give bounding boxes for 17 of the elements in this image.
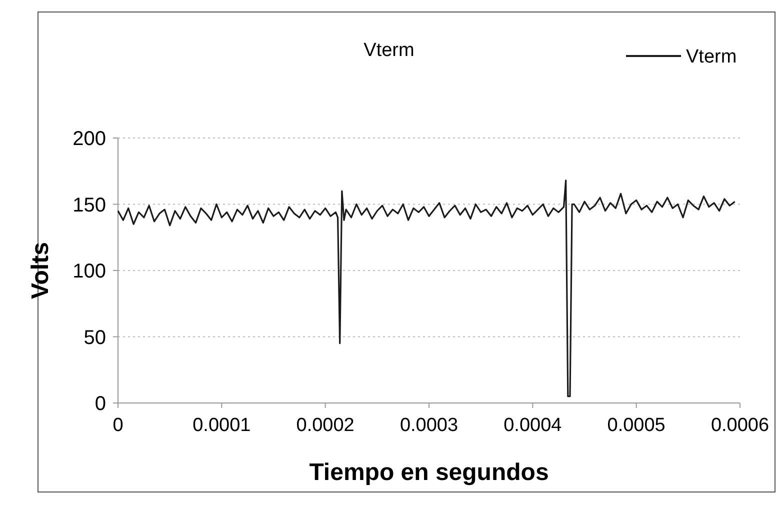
x-tick-label: 0.0006 bbox=[710, 415, 770, 436]
y-axis-title: Volts bbox=[27, 242, 54, 299]
x-tick-label: 0.0003 bbox=[400, 415, 458, 436]
line-series bbox=[117, 180, 736, 398]
x-tick-label: 0.0004 bbox=[504, 415, 562, 436]
legend-label: Vterm bbox=[686, 46, 737, 68]
chart-title: Vterm bbox=[364, 40, 414, 61]
y-tick-label: 200 bbox=[72, 128, 106, 150]
x-tick-label: 0.0005 bbox=[607, 415, 666, 436]
x-tick-label: 0.0002 bbox=[296, 415, 354, 436]
y-tick-label: 150 bbox=[72, 194, 106, 216]
x-axis-title: Tiempo en segundos bbox=[309, 459, 549, 486]
x-tick-label: 0.0001 bbox=[192, 415, 251, 436]
y-tick-label: 50 bbox=[84, 326, 106, 349]
y-tick-label: 0 bbox=[94, 393, 106, 415]
x-tick-label: 0 bbox=[112, 415, 124, 436]
y-tick-label: 100 bbox=[72, 260, 106, 282]
